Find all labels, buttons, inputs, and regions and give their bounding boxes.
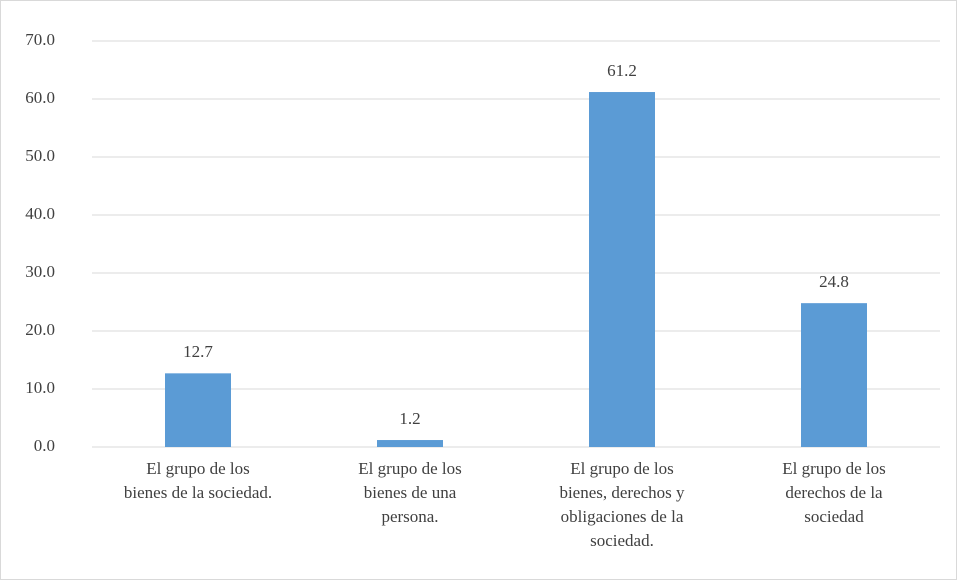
bar xyxy=(801,303,867,447)
data-label: 12.7 xyxy=(183,342,213,361)
x-tick-label: El grupo de los derechos de la sociedad xyxy=(782,459,886,526)
bar xyxy=(377,440,443,447)
y-tick-label: 30.0 xyxy=(25,262,55,281)
bar xyxy=(165,373,231,447)
y-tick-label: 0.0 xyxy=(34,436,55,455)
x-tick-label: El grupo de los bienes, derechos y oblig… xyxy=(559,459,685,550)
x-tick-label: El grupo de los bienes de una persona. xyxy=(358,459,462,526)
data-label: 61.2 xyxy=(607,61,637,80)
data-label: 24.8 xyxy=(819,272,849,291)
y-tick-label: 40.0 xyxy=(25,204,55,223)
y-tick-label: 20.0 xyxy=(25,320,55,339)
y-tick-label: 10.0 xyxy=(25,378,55,397)
y-tick-label: 50.0 xyxy=(25,146,55,165)
data-label: 1.2 xyxy=(399,409,420,428)
y-tick-label: 70.0 xyxy=(25,30,55,49)
bar xyxy=(589,92,655,447)
x-tick-label: El grupo de los bienes de la sociedad. xyxy=(123,459,273,502)
y-tick-label: 60.0 xyxy=(25,88,55,107)
